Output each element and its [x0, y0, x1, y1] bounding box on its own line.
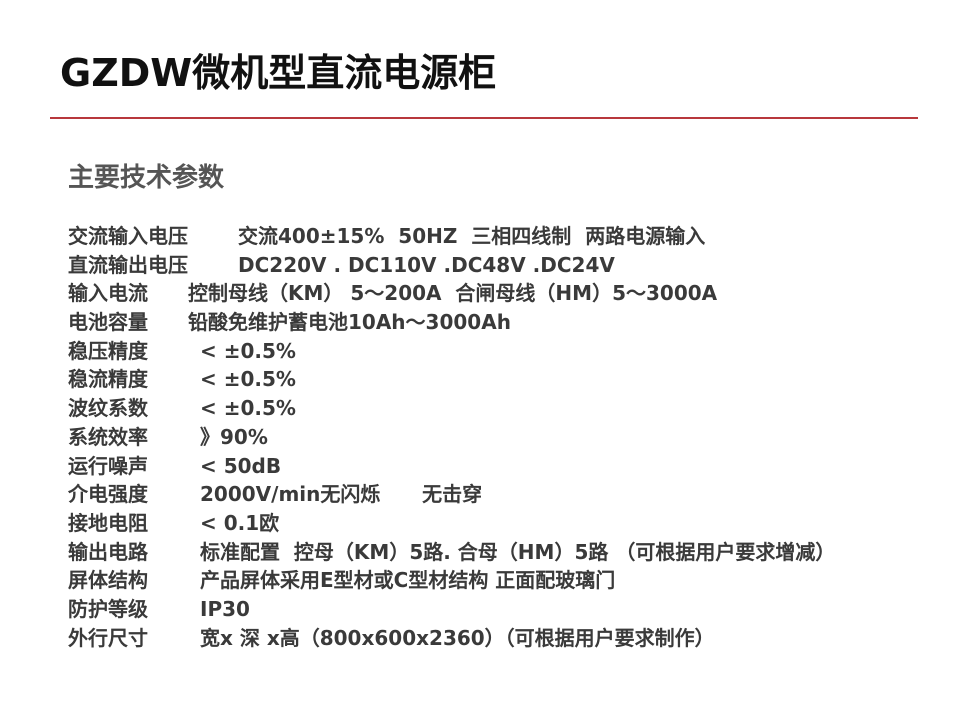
section-heading: 主要技术参数 [68, 163, 225, 193]
param-label: 波纹系数 [68, 396, 148, 421]
param-label: 电池容量 [68, 310, 148, 335]
param-label: 直流输出电压 [68, 252, 188, 277]
param-label: 介电强度 [68, 482, 148, 507]
param-row: 输入电流 控制母线（KM） 5～200A 合闸母线（HM）5～3000A [68, 279, 717, 308]
param-label: 接地电阻 [68, 510, 148, 535]
param-label: 输出电路 [68, 539, 148, 564]
param-value: 标准配置 控母（KM）5路. 合母（HM）5路 （可根据用户要求增减） [200, 539, 836, 564]
param-label: 输入电流 [68, 281, 148, 306]
parameter-list: 交流输入电压 交流400±15% 50HZ 三相四线制 两路电源输入 直流输出电压… [68, 222, 835, 653]
param-row: 直流输出电压 DC220V . DC110V .DC48V .DC24V [68, 251, 615, 280]
param-row: 运行噪声 < 50dB [68, 452, 281, 481]
param-row: 接地电阻 < 0.1欧 [68, 509, 279, 538]
param-label: 系统效率 [68, 424, 148, 449]
param-value: 2000V/min无闪烁 无击穿 [200, 482, 483, 507]
param-row: 防护等级 IP30 [68, 595, 250, 624]
param-value: DC220V . DC110V .DC48V .DC24V [238, 252, 615, 277]
param-row: 屏体结构 产品屏体采用E型材或C型材结构 正面配玻璃门 [68, 566, 615, 595]
param-value: 产品屏体采用E型材或C型材结构 正面配玻璃门 [200, 568, 616, 593]
param-row: 波纹系数 < ±0.5% [68, 394, 296, 423]
param-label: 外行尺寸 [68, 625, 148, 650]
param-row: 稳压精度 < ±0.5% [68, 337, 296, 366]
param-value: < ±0.5% [200, 367, 296, 392]
param-value: < 0.1欧 [200, 510, 280, 535]
param-row: 输出电路 标准配置 控母（KM）5路. 合母（HM）5路 （可根据用户要求增减） [68, 538, 835, 567]
param-value: 控制母线（KM） 5～200A 合闸母线（HM）5～3000A [188, 281, 718, 306]
param-value: 宽x 深 x高（800x600x2360）（可根据用户要求制作） [200, 625, 715, 650]
param-row: 交流输入电压 交流400±15% 50HZ 三相四线制 两路电源输入 [68, 222, 705, 251]
param-row: 系统效率 》90% [68, 423, 268, 452]
param-row: 稳流精度 < ±0.5% [68, 365, 296, 394]
param-value: < ±0.5% [200, 396, 296, 421]
page-title: GZDW微机型直流电源柜 [60, 51, 497, 95]
param-label: 稳流精度 [68, 367, 148, 392]
param-label: 交流输入电压 [68, 224, 188, 248]
param-value: 》90% [200, 424, 268, 449]
param-label: 运行噪声 [68, 453, 148, 478]
param-label: 屏体结构 [68, 568, 148, 593]
param-row: 外行尺寸 宽x 深 x高（800x600x2360）（可根据用户要求制作） [68, 624, 715, 653]
param-row: 介电强度 2000V/min无闪烁 无击穿 [68, 480, 482, 509]
param-value: < 50dB [200, 453, 282, 478]
title-divider [50, 117, 918, 119]
param-row: 电池容量 铅酸免维护蓄电池10Ah～3000Ah [68, 308, 511, 337]
param-value: 交流400±15% 50HZ 三相四线制 两路电源输入 [238, 224, 706, 248]
param-value: IP30 [200, 596, 250, 621]
param-value: < ±0.5% [200, 338, 296, 363]
param-label: 防护等级 [68, 596, 148, 621]
param-value: 铅酸免维护蓄电池10Ah～3000Ah [188, 310, 511, 335]
param-label: 稳压精度 [68, 338, 148, 363]
